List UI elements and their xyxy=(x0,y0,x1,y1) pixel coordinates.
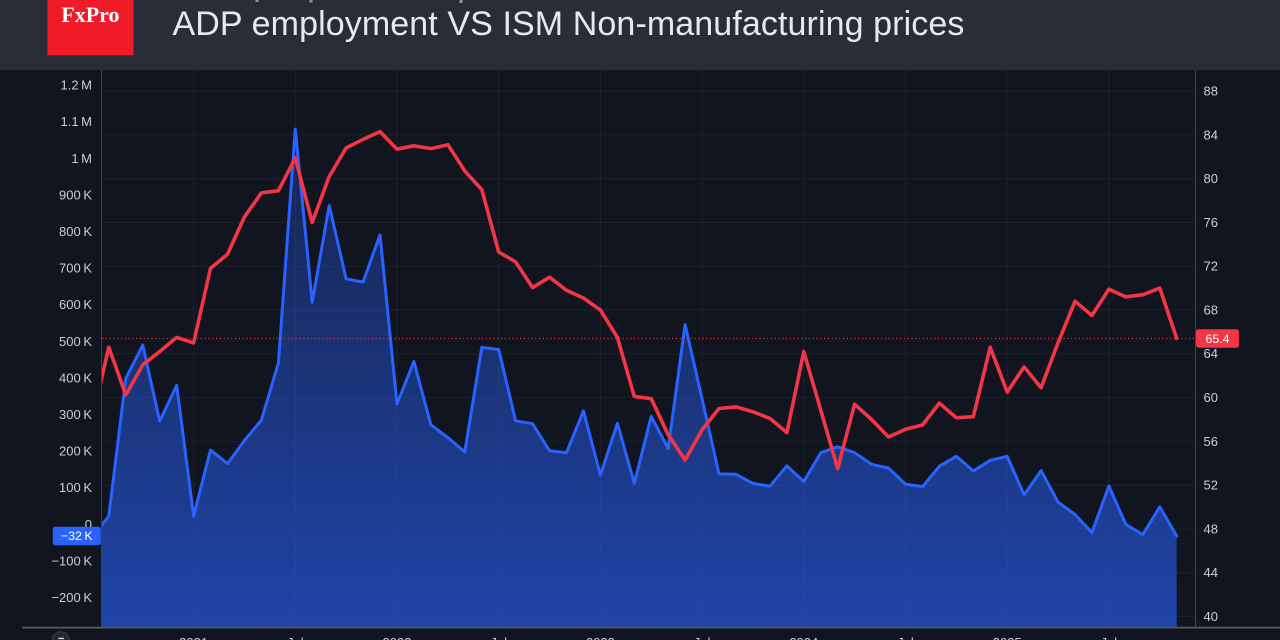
svg-text:60: 60 xyxy=(1204,390,1218,405)
svg-text:900 K: 900 K xyxy=(59,187,92,202)
svg-text:80: 80 xyxy=(1204,171,1218,186)
svg-text:65.4: 65.4 xyxy=(1205,332,1229,346)
svg-text:−200 K: −200 K xyxy=(51,590,92,605)
svg-text:Jul: Jul xyxy=(287,635,304,640)
svg-text:1.1 M: 1.1 M xyxy=(60,114,92,129)
svg-text:1.2 M: 1.2 M xyxy=(60,78,92,93)
svg-text:56: 56 xyxy=(1204,434,1218,449)
svg-text:500 K: 500 K xyxy=(59,334,92,349)
svg-text:−100 K: −100 K xyxy=(51,553,92,568)
svg-text:84: 84 xyxy=(1204,127,1218,142)
svg-text:72: 72 xyxy=(1204,259,1218,274)
svg-text:600 K: 600 K xyxy=(59,297,92,312)
svg-text:88: 88 xyxy=(1204,84,1218,99)
svg-text:700 K: 700 K xyxy=(59,261,92,276)
svg-text:400 K: 400 K xyxy=(59,370,92,385)
svg-text:64: 64 xyxy=(1204,346,1218,361)
svg-text:Jul: Jul xyxy=(490,635,507,640)
svg-text:FxPro: FxPro xyxy=(61,2,119,27)
svg-text:200 K: 200 K xyxy=(59,444,92,459)
svg-text:800 K: 800 K xyxy=(59,224,92,239)
svg-text:2024: 2024 xyxy=(789,635,818,640)
svg-text:48: 48 xyxy=(1204,521,1218,536)
svg-text:1 M: 1 M xyxy=(71,151,92,166)
svg-text:Jul: Jul xyxy=(897,635,914,640)
svg-text:−32 K: −32 K xyxy=(61,529,93,543)
svg-text:0: 0 xyxy=(85,517,92,532)
svg-text:ADP employment VS ISM Non-manu: ADP employment VS ISM Non-manufacturing … xyxy=(173,5,965,43)
svg-text:44: 44 xyxy=(1204,565,1218,580)
svg-text:68: 68 xyxy=(1204,302,1218,317)
svg-text:40: 40 xyxy=(1204,609,1218,624)
svg-text:100 K: 100 K xyxy=(59,480,92,495)
svg-text:Jul: Jul xyxy=(694,635,711,640)
svg-text:2021: 2021 xyxy=(179,635,208,640)
svg-text:52: 52 xyxy=(1204,478,1218,493)
svg-text:2025: 2025 xyxy=(993,635,1022,640)
svg-text:300 K: 300 K xyxy=(59,407,92,422)
svg-text:2022: 2022 xyxy=(383,635,412,640)
svg-text:76: 76 xyxy=(1204,215,1218,230)
svg-text:2023: 2023 xyxy=(586,635,615,640)
svg-text:Jul: Jul xyxy=(1101,635,1118,640)
